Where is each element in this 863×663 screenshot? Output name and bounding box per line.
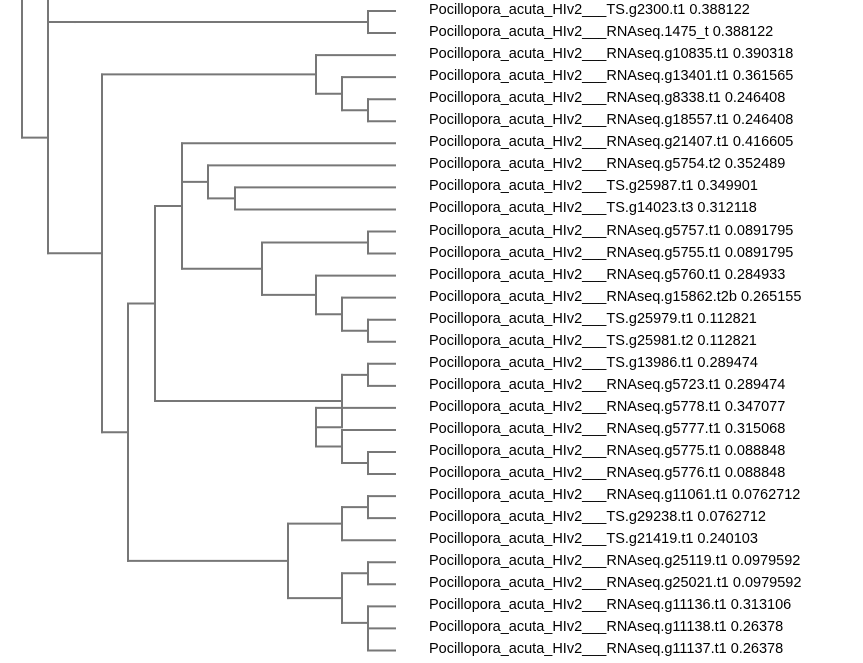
leaf-label: Pocillopora_acuta_HIv2___RNAseq.g21407.t… (429, 134, 794, 151)
leaf-label: Pocillopora_acuta_HIv2___RNAseq.g10835.t… (429, 46, 794, 63)
leaf-label: Pocillopora_acuta_HIv2___RNAseq.g25021.t… (429, 575, 802, 592)
leaf-label: Pocillopora_acuta_HIv2___TS.g25987.t1 0.… (429, 178, 758, 195)
leaf-label: Pocillopora_acuta_HIv2___RNAseq.g11137.t… (429, 641, 784, 658)
leaf-label: Pocillopora_acuta_HIv2___TS.g14023.t3 0.… (429, 200, 757, 217)
leaf-label: Pocillopora_acuta_HIv2___TS.g25981.t2 0.… (429, 332, 757, 349)
leaf-label: Pocillopora_acuta_HIv2___RNAseq.g18557.t… (429, 112, 794, 129)
leaf-label: Pocillopora_acuta_HIv2___RNAseq.g5775.t1… (429, 443, 786, 459)
leaf-label: Pocillopora_acuta_HIv2___RNAseq.g13401.t… (429, 68, 794, 85)
leaf-label: Pocillopora_acuta_HIv2___RNAseq.g15862.t… (429, 288, 802, 305)
leaf-label: Pocillopora_acuta_HIv2___RNAseq.g11061.t… (429, 487, 801, 504)
leaf-label: Pocillopora_acuta_HIv2___TS.g2300.t1 0.3… (429, 2, 750, 18)
leaf-label: Pocillopora_acuta_HIv2___RNAseq.g5760.t1… (429, 266, 786, 283)
leaf-label: Pocillopora_acuta_HIv2___RNAseq.g5757.t1… (429, 222, 794, 239)
leaf-label: Pocillopora_acuta_HIv2___TS.g13986.t1 0.… (429, 354, 758, 371)
leaf-label: Pocillopora_acuta_HIv2___RNAseq.g11136.t… (429, 597, 792, 614)
leaf-label: Pocillopora_acuta_HIv2___RNAseq.g5755.t1… (429, 244, 794, 261)
leaf-label: Pocillopora_acuta_HIv2___RNAseq.1475_t 0… (429, 24, 774, 41)
leaf-label: Pocillopora_acuta_HIv2___TS.g21419.t1 0.… (429, 531, 758, 548)
leaf-label: Pocillopora_acuta_HIv2___TS.g29238.t1 0.… (429, 509, 766, 526)
leaf-label: Pocillopora_acuta_HIv2___RNAseq.g25119.t… (429, 553, 801, 570)
leaf-label: Pocillopora_acuta_HIv2___TS.g25979.t1 0.… (429, 310, 757, 327)
leaf-label: Pocillopora_acuta_HIv2___RNAseq.g5778.t1… (429, 398, 786, 415)
leaf-label: Pocillopora_acuta_HIv2___RNAseq.g11138.t… (429, 619, 784, 636)
leaf-label: Pocillopora_acuta_HIv2___RNAseq.g5776.t1… (429, 465, 786, 482)
leaf-label: Pocillopora_acuta_HIv2___RNAseq.g5754.t2… (429, 156, 786, 173)
leaf-label: Pocillopora_acuta_HIv2___RNAseq.g5777.t1… (429, 420, 786, 437)
leaf-label: Pocillopora_acuta_HIv2___RNAseq.g5723.t1… (429, 376, 786, 393)
leaf-label: Pocillopora_acuta_HIv2___RNAseq.g8338.t1… (429, 90, 786, 107)
